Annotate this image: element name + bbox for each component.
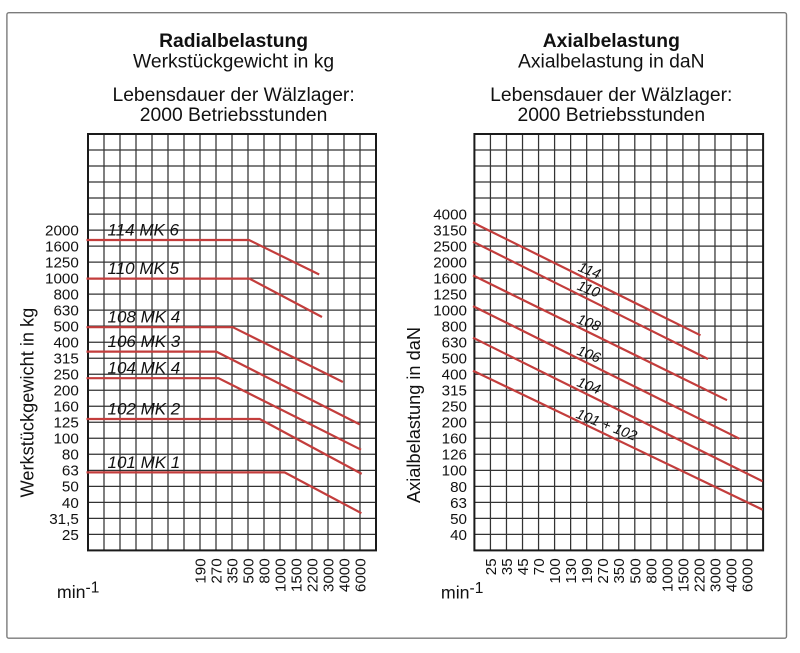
svg-text:31,5: 31,5	[49, 511, 79, 528]
svg-text:190: 190	[193, 558, 210, 583]
svg-text:100: 100	[442, 463, 467, 480]
svg-text:2200: 2200	[305, 558, 322, 592]
svg-text:106 MK 3: 106 MK 3	[108, 332, 181, 351]
svg-text:400: 400	[442, 367, 467, 384]
svg-text:190: 190	[579, 558, 596, 583]
svg-text:6000: 6000	[353, 558, 370, 592]
svg-text:102 MK 2: 102 MK 2	[108, 399, 181, 418]
svg-text:Werkstückgewicht in kg: Werkstückgewicht in kg	[18, 308, 38, 498]
svg-text:104 MK 4: 104 MK 4	[108, 359, 181, 378]
svg-text:50: 50	[450, 511, 467, 528]
svg-text:350: 350	[611, 558, 628, 583]
svg-text:800: 800	[257, 558, 274, 583]
svg-text:500: 500	[442, 351, 467, 368]
svg-text:min-1: min-1	[57, 580, 99, 603]
svg-text:Axialbelastung in daN: Axialbelastung in daN	[518, 51, 705, 72]
svg-text:40: 40	[450, 527, 467, 544]
svg-text:63: 63	[450, 495, 467, 512]
svg-text:25: 25	[483, 558, 500, 575]
svg-text:6000: 6000	[740, 558, 757, 592]
svg-text:800: 800	[643, 558, 660, 583]
svg-text:1600: 1600	[433, 271, 467, 288]
svg-text:160: 160	[53, 399, 78, 416]
svg-text:500: 500	[53, 319, 78, 336]
svg-text:630: 630	[53, 303, 78, 320]
svg-text:200: 200	[53, 383, 78, 400]
svg-text:126: 126	[442, 447, 467, 464]
svg-text:1000: 1000	[45, 271, 79, 288]
svg-text:50: 50	[62, 479, 79, 496]
svg-text:63: 63	[62, 463, 79, 480]
svg-text:4000: 4000	[433, 207, 467, 224]
svg-text:2000: 2000	[433, 255, 467, 272]
svg-text:114: 114	[576, 260, 603, 283]
svg-text:70: 70	[531, 558, 548, 575]
svg-text:1000: 1000	[433, 303, 467, 320]
svg-text:400: 400	[53, 335, 78, 352]
svg-text:200: 200	[442, 415, 467, 432]
svg-text:Axialbelastung in daN: Axialbelastung in daN	[404, 327, 424, 503]
svg-text:Radialbelastung: Radialbelastung	[159, 31, 308, 52]
svg-text:110: 110	[575, 278, 602, 301]
svg-text:3000: 3000	[321, 558, 338, 592]
svg-text:108 MK 4: 108 MK 4	[108, 308, 181, 327]
svg-text:125: 125	[53, 415, 78, 432]
svg-text:1500: 1500	[675, 558, 692, 592]
svg-text:350: 350	[225, 558, 242, 583]
svg-text:100: 100	[547, 558, 564, 583]
svg-text:80: 80	[450, 479, 467, 496]
svg-text:101 MK 1: 101 MK 1	[108, 453, 181, 472]
svg-text:315: 315	[53, 351, 78, 368]
svg-text:114 MK 6: 114 MK 6	[108, 220, 180, 239]
svg-text:80: 80	[62, 447, 79, 464]
svg-text:3000: 3000	[708, 558, 725, 592]
svg-text:500: 500	[627, 558, 644, 583]
svg-text:Axialbelastung: Axialbelastung	[543, 31, 680, 52]
svg-text:1250: 1250	[45, 255, 79, 272]
svg-text:2000 Betriebsstunden: 2000 Betriebsstunden	[140, 105, 328, 126]
svg-text:2200: 2200	[691, 558, 708, 592]
svg-text:1000: 1000	[659, 558, 676, 592]
svg-text:Lebensdauer der Wälzlager:: Lebensdauer der Wälzlager:	[112, 85, 354, 106]
svg-text:min-1: min-1	[441, 580, 483, 603]
svg-text:1600: 1600	[45, 239, 79, 256]
svg-text:250: 250	[442, 399, 467, 416]
svg-text:1000: 1000	[273, 558, 290, 592]
svg-text:270: 270	[595, 558, 612, 583]
svg-text:2000: 2000	[45, 223, 79, 240]
svg-text:3150: 3150	[433, 223, 467, 240]
svg-text:270: 270	[209, 558, 226, 583]
svg-text:40: 40	[62, 495, 79, 512]
svg-text:1500: 1500	[289, 558, 306, 592]
svg-text:315: 315	[442, 383, 467, 400]
svg-text:100: 100	[53, 431, 78, 448]
svg-text:Werkstückgewicht in kg: Werkstückgewicht in kg	[133, 51, 334, 72]
svg-text:4000: 4000	[337, 558, 354, 592]
svg-text:160: 160	[442, 431, 467, 448]
svg-text:110 MK 5: 110 MK 5	[108, 259, 180, 278]
svg-text:25: 25	[62, 527, 79, 544]
svg-text:250: 250	[53, 367, 78, 384]
svg-text:2000 Betriebsstunden: 2000 Betriebsstunden	[517, 105, 705, 126]
svg-text:800: 800	[53, 287, 78, 304]
svg-text:800: 800	[442, 319, 467, 336]
svg-text:630: 630	[442, 335, 467, 352]
svg-text:500: 500	[241, 558, 258, 583]
svg-text:130: 130	[563, 558, 580, 583]
svg-text:Lebensdauer der Wälzlager:: Lebensdauer der Wälzlager:	[490, 85, 732, 106]
svg-text:45: 45	[515, 558, 532, 575]
svg-text:35: 35	[499, 558, 516, 575]
svg-text:4000: 4000	[724, 558, 741, 592]
svg-text:1250: 1250	[433, 287, 467, 304]
svg-text:2500: 2500	[433, 239, 467, 256]
